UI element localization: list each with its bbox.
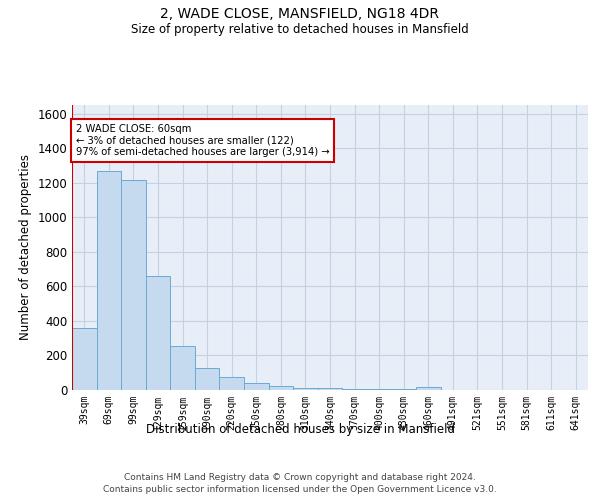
Bar <box>146 276 170 390</box>
Bar <box>72 328 97 390</box>
Y-axis label: Number of detached properties: Number of detached properties <box>19 154 32 340</box>
Bar <box>170 346 195 390</box>
Bar <box>195 368 220 390</box>
Text: Distribution of detached houses by size in Mansfield: Distribution of detached houses by size … <box>146 422 455 436</box>
Text: 2 WADE CLOSE: 60sqm
← 3% of detached houses are smaller (122)
97% of semi-detach: 2 WADE CLOSE: 60sqm ← 3% of detached hou… <box>76 124 329 157</box>
Bar <box>318 388 342 390</box>
Bar <box>293 388 318 390</box>
Bar <box>121 180 146 390</box>
Bar <box>342 389 367 390</box>
Bar <box>97 170 121 390</box>
Text: Size of property relative to detached houses in Mansfield: Size of property relative to detached ho… <box>131 22 469 36</box>
Text: 2, WADE CLOSE, MANSFIELD, NG18 4DR: 2, WADE CLOSE, MANSFIELD, NG18 4DR <box>161 8 439 22</box>
Text: Contains HM Land Registry data © Crown copyright and database right 2024.: Contains HM Land Registry data © Crown c… <box>124 472 476 482</box>
Text: Contains public sector information licensed under the Open Government Licence v3: Contains public sector information licen… <box>103 485 497 494</box>
Bar <box>367 389 391 390</box>
Bar <box>244 383 269 390</box>
Bar <box>269 386 293 390</box>
Bar <box>416 387 440 390</box>
Bar <box>220 377 244 390</box>
